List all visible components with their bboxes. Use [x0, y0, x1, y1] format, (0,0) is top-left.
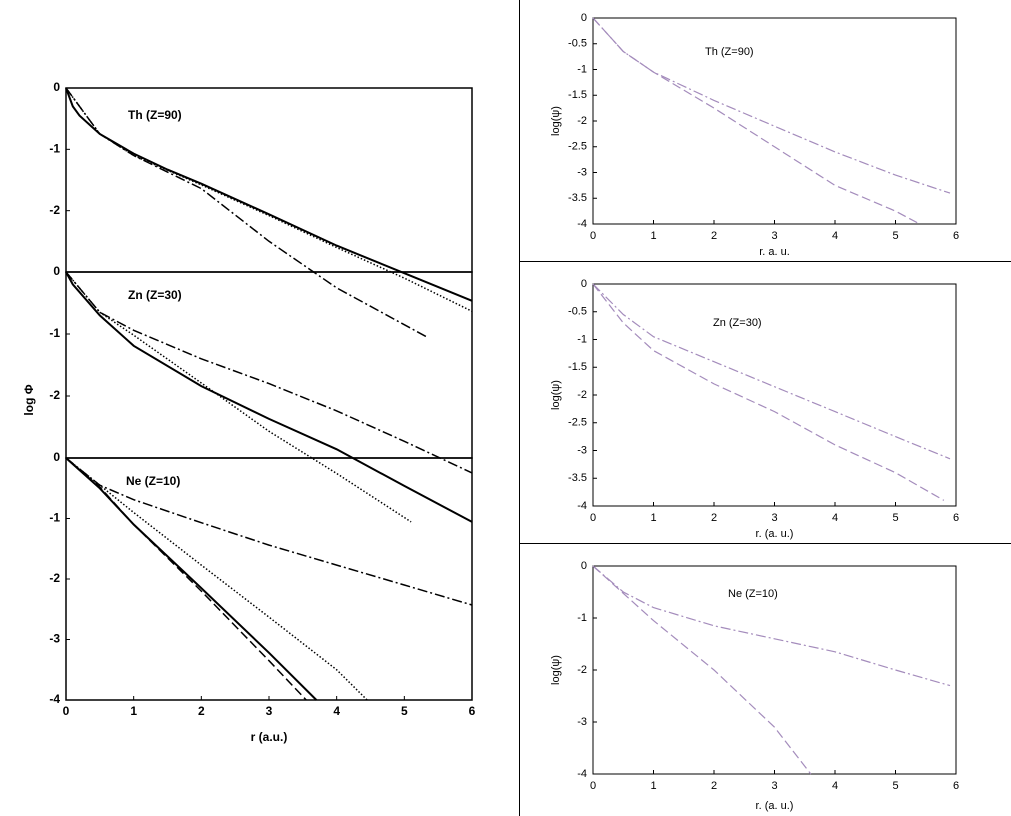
y-tick-label: -4 [577, 218, 587, 230]
y-tick-label: 0 [53, 450, 60, 464]
x-tick-label: 0 [63, 704, 70, 718]
x-tick-label: 3 [771, 512, 777, 524]
y-tick-label: -1 [49, 142, 60, 156]
y-tick-label: 0 [581, 278, 587, 290]
x-tick-label: 5 [401, 704, 408, 718]
x-tick-label: 0 [590, 230, 596, 242]
y-tick-label: -4 [577, 768, 587, 780]
y-tick-label: -2 [49, 388, 60, 402]
panel-title: Th (Z=90) [128, 108, 182, 122]
y-tick-label: -1.5 [568, 361, 587, 373]
x-tick-label: 4 [333, 704, 340, 718]
y-tick-label: -1 [49, 326, 60, 340]
y-axis-label: log(ψ) [550, 106, 562, 136]
y-tick-label: -1 [577, 63, 587, 75]
x-tick-label: 0 [590, 512, 596, 524]
series-line [65, 457, 473, 606]
y-tick-label: 0 [581, 12, 587, 24]
series-line [65, 87, 429, 339]
y-axis-label: log(ψ) [550, 655, 562, 685]
x-tick-label: 4 [832, 230, 838, 242]
panel-title: Zn (Z=30) [713, 317, 762, 329]
y-axis-label: log(ψ) [550, 380, 562, 410]
panel-title: Zn (Z=30) [128, 288, 182, 302]
y-tick-label: -2 [49, 203, 60, 217]
x-axis-label: r (a.u.) [251, 730, 288, 744]
panel-title: Th (Z=90) [705, 46, 754, 58]
x-tick-label: 6 [953, 512, 959, 524]
y-tick-label: -3 [577, 444, 587, 456]
x-tick-label: 6 [953, 230, 959, 242]
x-tick-label: 2 [198, 704, 205, 718]
y-tick-label: 0 [53, 264, 60, 278]
y-tick-label: -2 [49, 571, 60, 585]
x-tick-label: 3 [771, 780, 777, 792]
x-tick-label: 1 [650, 230, 656, 242]
y-tick-label: -1 [49, 511, 60, 525]
y-tick-label: -4 [577, 500, 587, 512]
series-line [592, 283, 945, 501]
x-tick-label: 4 [832, 780, 838, 792]
y-tick-label: 0 [53, 80, 60, 94]
panel-title: Ne (Z=10) [728, 588, 778, 600]
y-tick-label: -1 [577, 612, 587, 624]
x-tick-label: 4 [832, 512, 838, 524]
y-tick-label: -0.5 [568, 306, 587, 318]
x-tick-label: 2 [711, 512, 717, 524]
y-tick-label: -1 [577, 333, 587, 345]
x-tick-label: 1 [650, 780, 656, 792]
x-tick-label: 3 [266, 704, 273, 718]
y-tick-label: -0.5 [568, 38, 587, 50]
y-tick-label: -1.5 [568, 89, 587, 101]
y-axis-label: log Φ [22, 384, 36, 415]
x-tick-label: 5 [892, 230, 898, 242]
y-tick-label: -3 [577, 716, 587, 728]
y-tick-label: -4 [49, 692, 60, 706]
x-axis-label: r. (a. u.) [756, 528, 794, 540]
series-line [65, 271, 473, 523]
y-tick-label: -2 [577, 664, 587, 676]
y-tick-label: -2.5 [568, 417, 587, 429]
x-tick-label: 2 [711, 230, 717, 242]
x-tick-label: 0 [590, 780, 596, 792]
series-line [65, 271, 473, 474]
x-axis-label: r. (a. u.) [756, 800, 794, 812]
panel-title: Ne (Z=10) [126, 474, 180, 488]
x-tick-label: 1 [130, 704, 137, 718]
series-line [592, 17, 951, 194]
x-tick-label: 5 [892, 512, 898, 524]
series-line [592, 283, 951, 460]
series-line [592, 17, 920, 225]
x-tick-label: 6 [469, 704, 476, 718]
y-tick-label: -3 [49, 632, 60, 646]
x-tick-label: 1 [650, 512, 656, 524]
y-tick-label: -2 [577, 115, 587, 127]
series-line [592, 565, 812, 775]
y-tick-label: -3.5 [568, 472, 587, 484]
y-tick-label: -2.5 [568, 141, 587, 153]
y-tick-label: 0 [581, 560, 587, 572]
x-tick-label: 3 [771, 230, 777, 242]
series-line [65, 271, 412, 523]
y-tick-label: -2 [577, 389, 587, 401]
y-tick-label: -3 [577, 166, 587, 178]
x-tick-label: 5 [892, 780, 898, 792]
x-tick-label: 2 [711, 780, 717, 792]
x-axis-label: r. a. u. [759, 246, 790, 258]
y-tick-label: -3.5 [568, 192, 587, 204]
series-line [592, 565, 951, 687]
series-line [65, 457, 318, 701]
x-tick-label: 6 [953, 780, 959, 792]
